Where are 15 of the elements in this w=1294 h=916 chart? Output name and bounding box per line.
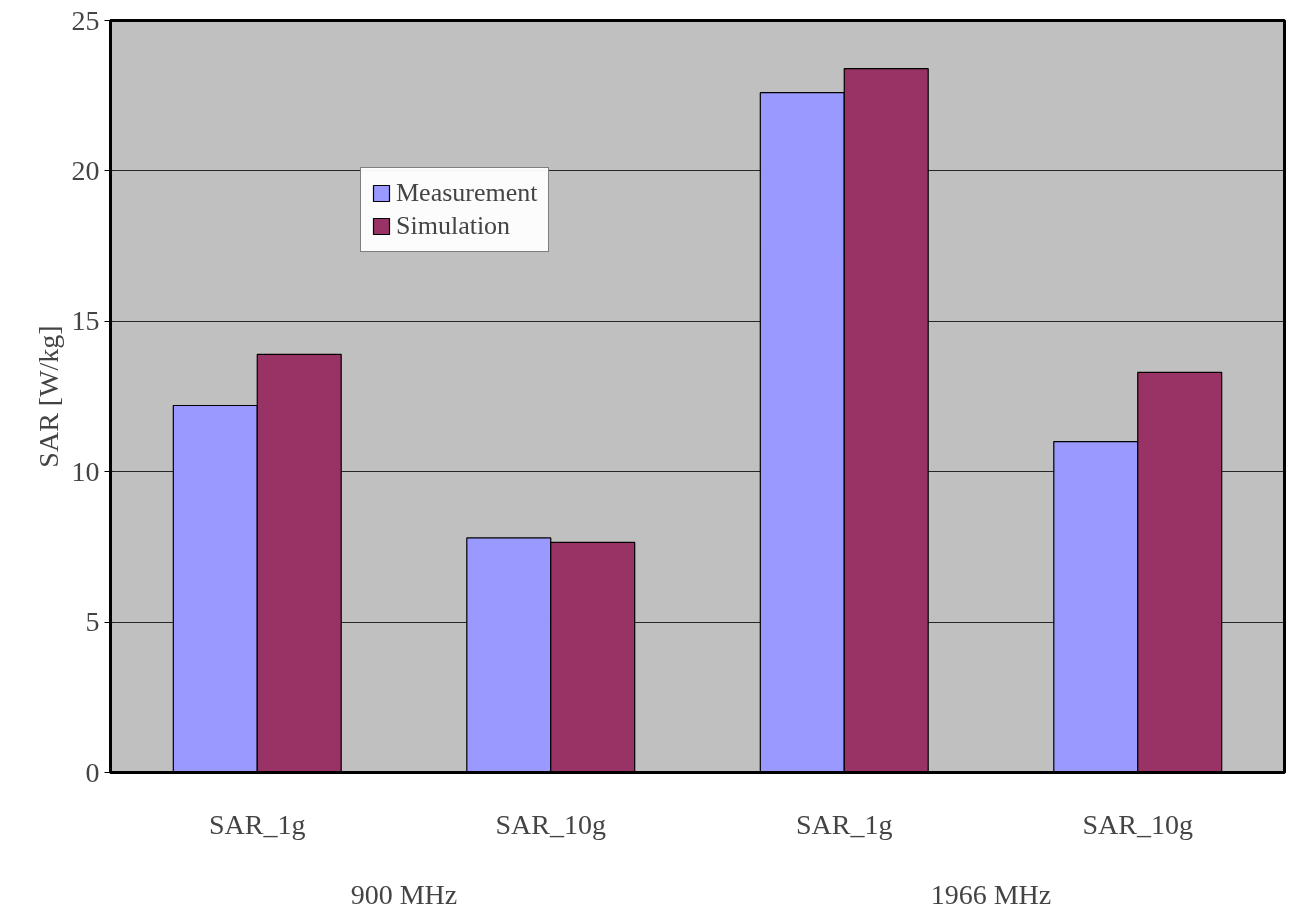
y-tick-label: 10 <box>71 455 100 487</box>
legend-label: Measurement <box>396 178 538 208</box>
x-tick-label: SAR_10g <box>1082 808 1193 840</box>
x-tick-label: SAR_1g <box>209 808 306 840</box>
y-axis-title: SAR [W/kg] <box>32 325 64 468</box>
y-tick-label: 20 <box>71 154 100 186</box>
x-tick-label: SAR_1g <box>796 808 893 840</box>
y-tick-label: 25 <box>71 4 100 36</box>
text: 900 MHz <box>350 878 458 910</box>
legend-label: Simulation <box>396 211 511 241</box>
y-tick-label: 5 <box>85 606 100 638</box>
x-tick-label: SAR_10g <box>495 808 606 840</box>
y-tick-label: 0 <box>85 756 100 788</box>
y-tick-label: 15 <box>71 305 100 337</box>
text: 1966 MHz <box>930 878 1052 910</box>
